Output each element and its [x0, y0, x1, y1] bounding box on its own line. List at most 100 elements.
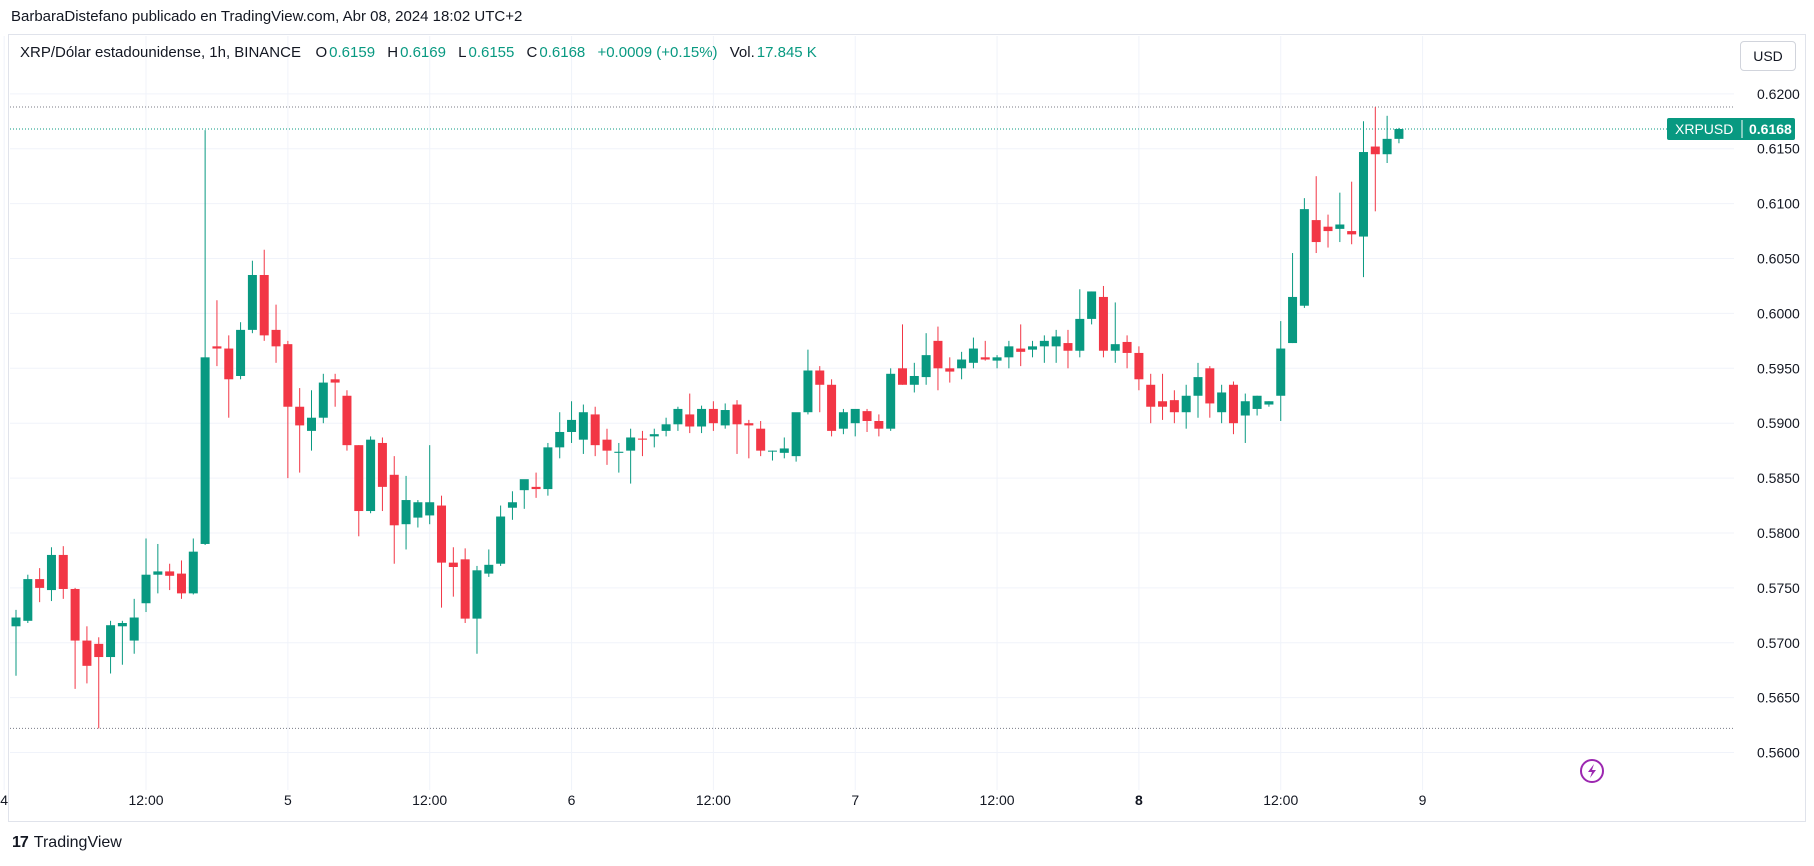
candle — [496, 505, 506, 566]
price-tick-label: 0.6100 — [1757, 196, 1800, 212]
candle — [626, 428, 636, 484]
candle — [1382, 115, 1392, 164]
candle-body — [708, 408, 718, 424]
candle-body — [1276, 348, 1286, 396]
candle-body — [1205, 368, 1215, 404]
time-tick-label: 12:00 — [696, 792, 731, 808]
brand-name: TradingView — [33, 834, 122, 851]
candle-body — [70, 588, 80, 641]
candle — [791, 412, 801, 462]
candle — [602, 428, 612, 465]
candle — [815, 366, 825, 413]
candle — [803, 349, 813, 415]
candle-body — [519, 479, 529, 491]
candle-body — [58, 554, 68, 589]
candle-body — [661, 424, 671, 431]
footer-brand[interactable]: 17 TradingView — [12, 834, 122, 852]
candle-body — [1240, 401, 1250, 416]
candle-body — [697, 408, 707, 427]
candle — [1276, 321, 1286, 422]
candle-body — [803, 370, 813, 413]
candle-body — [389, 474, 399, 526]
symbol-title[interactable]: XRP/Dólar estadounidense, 1h, BINANCE — [20, 44, 301, 61]
currency-button[interactable]: USD — [1740, 41, 1796, 71]
candle-body — [425, 502, 435, 516]
candle — [519, 479, 529, 509]
candle — [247, 260, 257, 334]
time-tick-label: 5 — [284, 792, 292, 808]
candle-body — [295, 406, 305, 426]
candle — [1323, 214, 1333, 248]
price-tick-label: 0.5600 — [1757, 745, 1800, 761]
candle — [590, 406, 600, 457]
candle-body — [117, 623, 127, 627]
candle — [188, 538, 198, 595]
candle — [460, 548, 470, 624]
candle — [94, 637, 104, 729]
candle-body — [1394, 128, 1404, 139]
candle — [614, 442, 624, 473]
candle-body — [1288, 296, 1298, 344]
candle-body — [1228, 384, 1238, 424]
close-label: C — [526, 44, 538, 61]
candle-body — [283, 344, 293, 407]
candle-body — [850, 408, 860, 424]
candle-body — [1028, 346, 1038, 350]
candle-body — [732, 404, 742, 425]
candle — [484, 549, 494, 577]
candle — [1016, 324, 1026, 367]
low-value: 0.6155 — [468, 44, 515, 61]
candle — [354, 445, 364, 537]
candle — [1228, 381, 1238, 435]
candle-body — [236, 329, 246, 376]
candle — [886, 368, 896, 431]
candle — [366, 436, 376, 514]
candle — [271, 304, 281, 363]
candle — [200, 130, 210, 546]
price-tick-label: 0.6200 — [1757, 86, 1800, 102]
candle-body — [23, 579, 33, 621]
candle-body — [106, 625, 116, 658]
candle — [720, 403, 730, 429]
candle — [342, 390, 352, 451]
time-tick-label: 7 — [851, 792, 859, 808]
candle — [744, 419, 754, 459]
time-tick-label: 12:00 — [1263, 792, 1298, 808]
candle-body — [1252, 395, 1262, 409]
last-price-badge — [1667, 117, 1795, 140]
time-tick-label: 12:00 — [128, 792, 163, 808]
candle — [1299, 198, 1309, 308]
candle — [1335, 192, 1345, 243]
candle — [673, 406, 683, 431]
candle-body — [980, 357, 990, 360]
candle — [578, 404, 588, 454]
candle-body — [590, 414, 600, 446]
candle-body — [1347, 231, 1357, 235]
lightning-icon[interactable] — [1580, 759, 1604, 783]
candle-body — [602, 439, 612, 451]
candle — [58, 546, 68, 599]
candle-body — [862, 411, 872, 422]
candle — [862, 408, 872, 432]
candle — [838, 408, 848, 435]
candle — [661, 417, 671, 437]
candle — [827, 379, 837, 437]
candle — [945, 357, 955, 383]
candle-body — [1193, 377, 1203, 396]
candle-body — [637, 438, 647, 440]
candle-body — [791, 412, 801, 457]
time-tick-label: 12:00 — [980, 792, 1015, 808]
candle-body — [1146, 384, 1156, 407]
candle — [224, 335, 234, 418]
candle — [933, 326, 943, 391]
candle-body — [377, 442, 387, 487]
time-tick-label: 9 — [1419, 792, 1427, 808]
candle — [767, 450, 777, 461]
candle-body — [1158, 401, 1168, 407]
candle — [1193, 362, 1203, 418]
candle — [1134, 346, 1144, 391]
last-price-label: XRPUSD 0.6168 — [1667, 117, 1795, 140]
candle — [1394, 127, 1404, 144]
candle — [1264, 401, 1274, 407]
